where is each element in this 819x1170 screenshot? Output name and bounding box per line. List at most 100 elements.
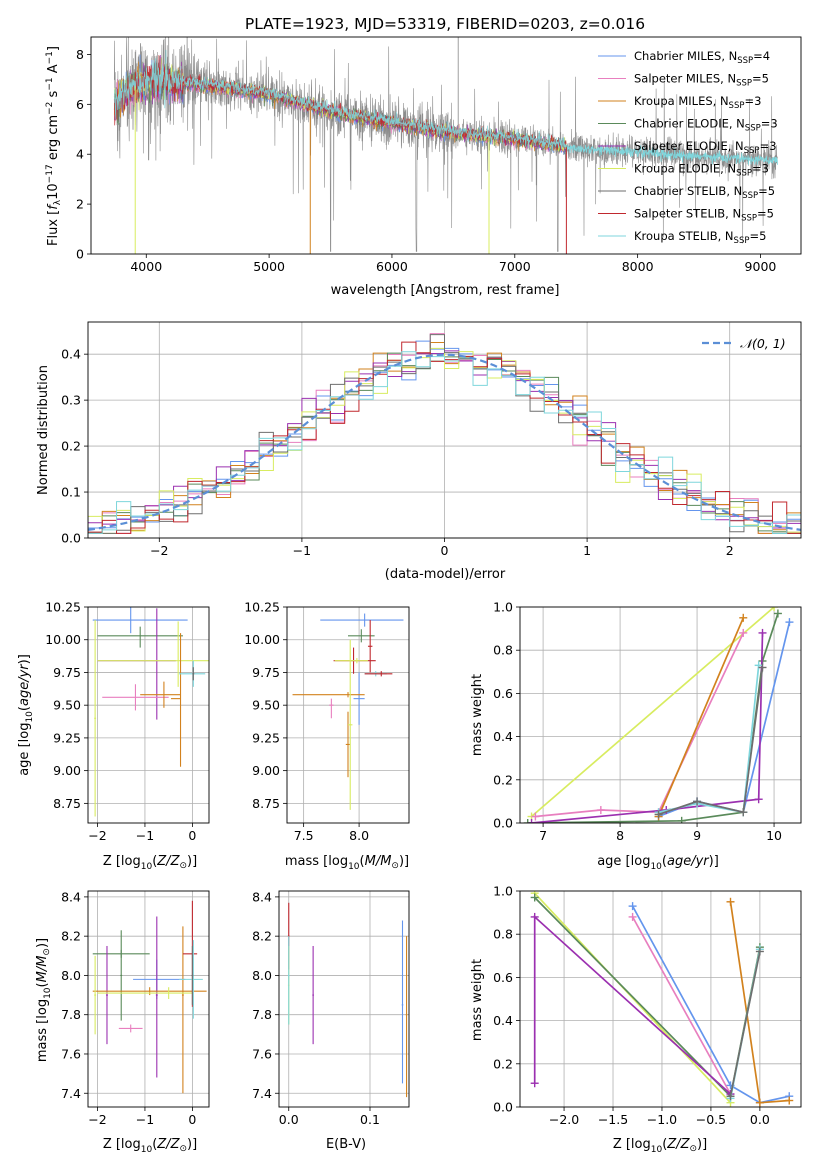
y-axis-label-part: f <box>46 203 61 210</box>
x-tick-label: 4000 <box>130 259 162 274</box>
y-tick-label: 7.8 <box>252 1007 272 1022</box>
y-tick-label: 7.6 <box>61 1046 81 1061</box>
y-tick-label: 8.0 <box>61 968 81 983</box>
mass-weight-line <box>531 632 764 823</box>
x-axis-label: E(B-V) <box>326 1137 366 1152</box>
y-tick-label: 4 <box>76 147 84 162</box>
x-axis-label-part: M/M <box>365 854 392 869</box>
mass-weight-line <box>534 896 761 1098</box>
x-axis-label-part: ⊙ <box>179 861 187 871</box>
y-axis-label-part: )] <box>35 938 50 948</box>
x-axis-label-part: 10 <box>141 1145 153 1155</box>
y-tick-label: 8.4 <box>252 889 272 904</box>
legend-label-count: =5 <box>757 207 774 221</box>
legend-label-count: =5 <box>749 229 766 243</box>
y-tick-label: 8.75 <box>53 796 81 811</box>
legend-label-count: =3 <box>744 94 761 108</box>
legend-label-sub: SSP <box>734 236 750 246</box>
x-axis-label: age [log10(age/yr)] <box>597 854 719 872</box>
y-tick-label: 0.0 <box>493 816 513 831</box>
y-axis-label-part: mass weight <box>470 674 485 756</box>
legend-label-count: =5 <box>752 72 769 86</box>
x-axis-label-part: 10 <box>651 1145 663 1155</box>
y-tick-label: 0.2 <box>61 439 81 454</box>
y-axis-label-part: )] <box>17 654 32 664</box>
legend-label: Chabrier ELODIE, NSSP=3 <box>634 117 778 134</box>
plot-area <box>292 613 404 810</box>
x-axis-label-part: Z [log <box>613 1137 651 1152</box>
y-tick-label: 9.75 <box>252 665 280 680</box>
y-tick-label: 0.8 <box>493 927 513 942</box>
x-tick-label: −2.0 <box>549 1112 579 1127</box>
weight-vs-metallicity-panel: −2.0 −1.5 −1.0 −0.5 0.0 0.0 0.2 0.4 0.6 0.8 1.0 Z [… <box>470 884 802 1155</box>
y-axis-label-part: −1 <box>45 51 55 64</box>
x-tick-label: −2 <box>150 543 168 558</box>
x-axis-label-part: 10 <box>348 862 360 872</box>
legend-label-sub: SSP <box>742 191 758 201</box>
x-axis-label-part: )] <box>697 1137 707 1152</box>
y-tick-label: 0.8 <box>493 643 513 658</box>
axes-frame <box>87 606 210 824</box>
x-tick-label: 9000 <box>745 259 777 274</box>
y-tick-label: 0.4 <box>493 1013 513 1028</box>
y-tick-label: 9.50 <box>53 698 81 713</box>
x-tick-label: 10 <box>766 828 782 843</box>
y-tick-label: 0.2 <box>493 772 513 787</box>
y-axis-label-part: M/M <box>35 956 50 983</box>
x-axis-label-part: E(B-V) <box>326 1137 366 1152</box>
legend-label-count: =3 <box>752 162 769 176</box>
x-tick-label: 9 <box>693 828 701 843</box>
y-axis-label-part: Flux [ <box>46 210 61 246</box>
x-axis-label: (data-model)/error <box>385 567 506 582</box>
x-axis-label-part: Z/Z <box>156 854 180 869</box>
x-axis-label: mass [log10(M/M⊙)] <box>285 854 409 872</box>
residual-histogram-series <box>88 334 801 534</box>
legend-label: Chabrier MILES, NSSP=4 <box>634 49 770 66</box>
x-tick-label: 0.1 <box>360 1112 380 1127</box>
x-axis-label-part: )] <box>187 1137 197 1152</box>
y-axis-label-part: 10 <box>43 987 53 999</box>
legend-label-name: Chabrier STELIB, N <box>634 184 742 198</box>
legend-label-sub: SSP <box>736 169 752 179</box>
y-tick-label: 7.4 <box>252 1086 272 1101</box>
y-axis-label-part: −2 <box>45 102 55 115</box>
x-axis-label-part: ( <box>662 1137 667 1152</box>
x-tick-label: 0.0 <box>750 1112 770 1127</box>
figure-title: PLATE=1923, MJD=53319, FIBERID=0203, z=0… <box>245 15 645 33</box>
legend-label-name: Chabrier MILES, N <box>634 49 737 63</box>
legend-label-sub: SSP <box>737 56 753 66</box>
mass-weight-line <box>631 916 732 1095</box>
x-tick-label: 0 <box>188 828 196 843</box>
x-axis-label: Z [log10(Z/Z⊙)] <box>103 1137 197 1155</box>
y-tick-label: 10.00 <box>244 632 280 647</box>
y-axis-label-part: age/yr <box>17 663 32 706</box>
y-tick-label: 1.0 <box>493 600 513 615</box>
legend-label-name: Kroupa STELIB, N <box>634 229 734 243</box>
x-axis-label: Z [log10(Z/Z⊙)] <box>613 1137 707 1155</box>
x-tick-label: 7000 <box>499 259 531 274</box>
y-tick-label: 0.6 <box>493 686 513 701</box>
plot-area <box>287 902 408 1098</box>
x-tick-label: −1 <box>136 828 154 843</box>
y-tick-label: 9.25 <box>53 730 81 745</box>
x-axis-label-part: )] <box>399 854 409 869</box>
legend-label-sub: SSP <box>744 146 760 156</box>
mass-weight-line <box>729 951 761 1097</box>
y-tick-label: 9.50 <box>252 698 280 713</box>
legend-label-name: Kroupa ELODIE, N <box>634 162 736 176</box>
x-axis-label-part: ( <box>152 1137 157 1152</box>
x-axis-label-part: 10 <box>141 862 153 872</box>
x-tick-label: 7 <box>539 828 547 843</box>
y-tick-label: 8.0 <box>252 968 272 983</box>
y-tick-label: 0.6 <box>493 970 513 985</box>
gaussian-curve <box>88 353 801 531</box>
y-axis-label-part: λ <box>53 199 63 205</box>
y-tick-label: 10.25 <box>244 600 280 615</box>
x-axis-label-part: Z/Z <box>156 1137 180 1152</box>
y-tick-label: 7.4 <box>61 1086 81 1101</box>
x-tick-label: 0 <box>441 543 449 558</box>
mass-weight-line <box>658 667 764 816</box>
legend-label-sub: SSP <box>745 124 761 134</box>
spectrum-panel: 4000 5000 6000 7000 8000 9000 0 2 4 6 8 wavelength … <box>45 36 802 298</box>
